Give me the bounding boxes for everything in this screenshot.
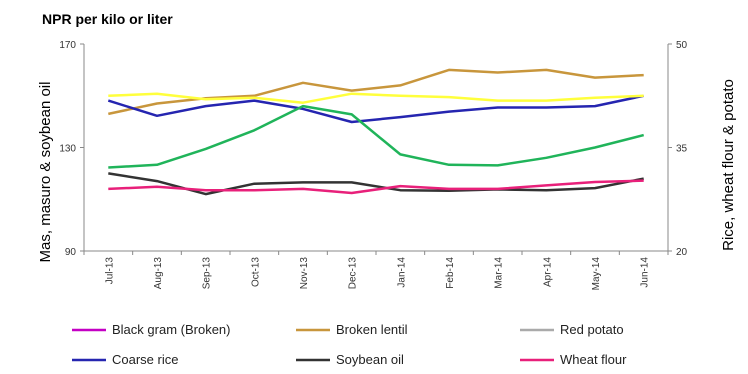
- x-tick-label: Jul-13: [104, 257, 115, 285]
- legend-label: Broken lentil: [336, 322, 408, 337]
- series-line-soybean-oil: [108, 172, 644, 196]
- x-tick-label: Sep-13: [202, 257, 213, 290]
- series-line-wheat-flour: [108, 179, 644, 195]
- y-axis-left-title: Mas, masuro & soybean oil: [37, 82, 54, 263]
- x-tick-label: Nov-13: [299, 257, 310, 290]
- legend: Black gram (Broken) Broken lentil Red pota…: [72, 322, 627, 367]
- x-tick-label: Apr-14: [542, 257, 553, 287]
- x-tick-label: Jun-14: [640, 257, 651, 288]
- x-tick-label: Aug-13: [153, 257, 164, 290]
- y-tick-right-label: 50: [676, 40, 688, 51]
- y-tick-right-label: 20: [676, 247, 688, 258]
- series-line-unlabeled: [108, 92, 644, 104]
- x-tick-label: May-14: [591, 257, 602, 291]
- legend-label: Red potato: [560, 322, 624, 337]
- y-tick-left-label: 90: [65, 247, 77, 258]
- x-tick-label: Mar-14: [494, 257, 505, 289]
- series-line-coarse-rice: [107, 94, 644, 124]
- legend-label: Black gram (Broken): [112, 322, 230, 337]
- y-tick-left-label: 170: [59, 40, 76, 51]
- x-tick-label: Feb-14: [445, 257, 456, 289]
- chart-title: NPR per kilo or liter: [42, 11, 173, 27]
- series-line-unlabeled: [108, 104, 645, 169]
- y-tick-right-label: 35: [676, 144, 688, 155]
- x-tick-label: Jan-14: [396, 257, 407, 288]
- axes: 90 130 170 20 35 50 Jul-13 Aug-13 Sep-13 Oct-13 No…: [59, 40, 687, 290]
- legend-label: Wheat flour: [560, 352, 627, 367]
- legend-label: Soybean oil: [336, 352, 404, 367]
- y-axis-right-title: Rice, wheat flour & potato: [720, 79, 737, 251]
- y-tick-left-label: 130: [59, 144, 76, 155]
- series-lines: [107, 68, 645, 196]
- legend-label: Coarse rice: [112, 352, 178, 367]
- x-tick-label: Dec-13: [348, 257, 359, 290]
- x-tick-label: Oct-13: [250, 257, 261, 287]
